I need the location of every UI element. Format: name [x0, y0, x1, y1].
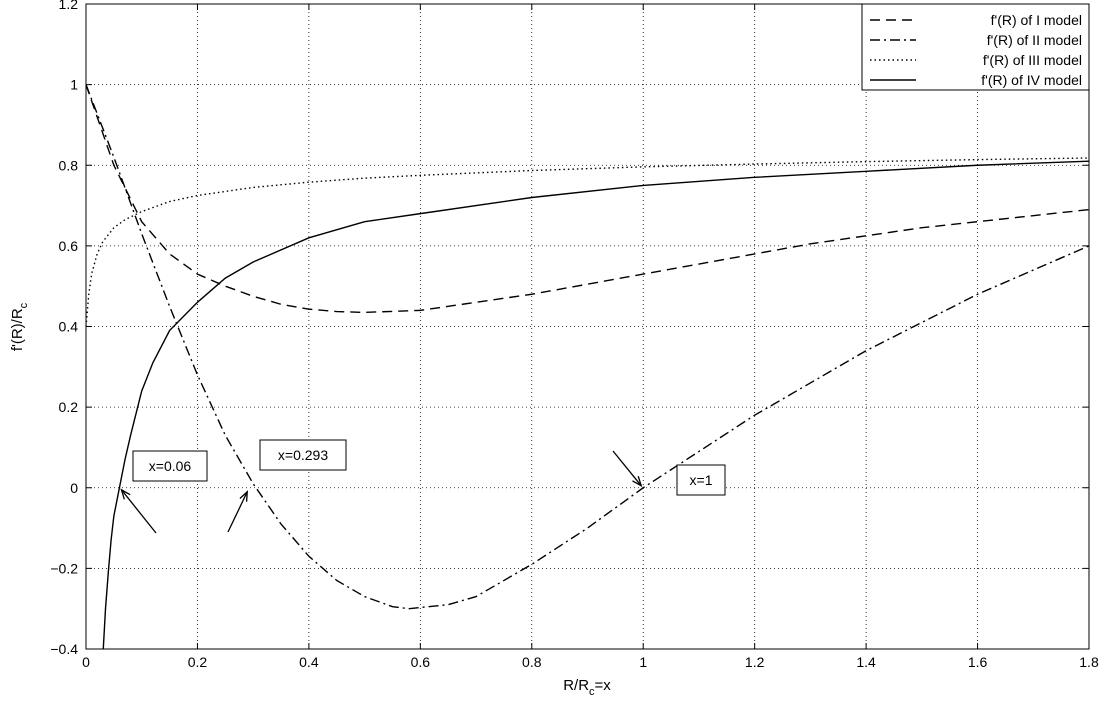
series-line-model-i [86, 84, 1089, 314]
tick-labels: 0 0.2 0.4 0.6 0.8 1 1.2 1.4 1.6 1.8 −0.4 −0.2 0 0.2 0.… [50, 0, 1099, 670]
plot-background [86, 4, 1089, 649]
annotation-arrow [120, 489, 157, 534]
annotation-arrow [612, 450, 642, 487]
y-tick-label: −0.2 [50, 560, 78, 576]
annotation-label: x=0.293 [278, 447, 328, 463]
x-tick-label: 0.6 [411, 654, 431, 670]
x-tick-label: 0 [82, 654, 90, 670]
annotation-box [676, 464, 726, 496]
y-tick-label: 0.6 [59, 238, 79, 254]
legend-label: f'(R) of IV model [981, 72, 1082, 88]
x-axis-title: R/Rc=x [563, 677, 611, 698]
legend-label: f'(R) of III model [983, 52, 1082, 68]
y-tick-label: 0.2 [59, 399, 79, 415]
series-line-model-iv [102, 160, 1089, 649]
x-tick-label: 1 [639, 654, 647, 670]
annotation-arrowhead [120, 488, 131, 500]
x-tick-label: 1.4 [856, 654, 876, 670]
y-tick-label: −0.4 [50, 641, 78, 657]
x-tick-label: 0.2 [188, 654, 208, 670]
y-tick-label: 1.2 [59, 0, 79, 12]
series-line-model-ii [86, 84, 1089, 610]
x-tick-label: 0.4 [299, 654, 319, 670]
series-layer [86, 84, 1089, 649]
annotation-arrow [227, 491, 248, 533]
x-tick-label: 1.2 [745, 654, 765, 670]
y-axis-title: f'(R)/Rc [9, 302, 30, 351]
y-tick-label: 0 [70, 480, 78, 496]
annotation-arrowhead [239, 490, 249, 502]
legend-box [861, 3, 1090, 91]
y-tick-label: 1 [70, 77, 78, 93]
annotation-box [132, 450, 208, 482]
annotations: x=0.06 x=0.293 x=1 [120, 439, 726, 534]
x-tick-label: 0.8 [522, 654, 542, 670]
y-tick-label: 0.8 [59, 157, 79, 173]
plot-frame [85, 3, 1090, 650]
annotation-label: x=0.06 [149, 458, 192, 474]
legend-label: f'(R) of I model [991, 12, 1082, 28]
annotation-box [259, 439, 347, 471]
y-tick-label: 0.4 [59, 319, 79, 335]
legend-label: f'(R) of II model [987, 32, 1082, 48]
x-tick-label: 1.8 [1079, 654, 1099, 670]
annotation-arrowhead [632, 476, 643, 488]
legend: f'(R) of I model f'(R) of II model f'(R) o… [861, 3, 1090, 91]
x-tick-label: 1.6 [968, 654, 988, 670]
annotation-label: x=1 [690, 472, 713, 488]
